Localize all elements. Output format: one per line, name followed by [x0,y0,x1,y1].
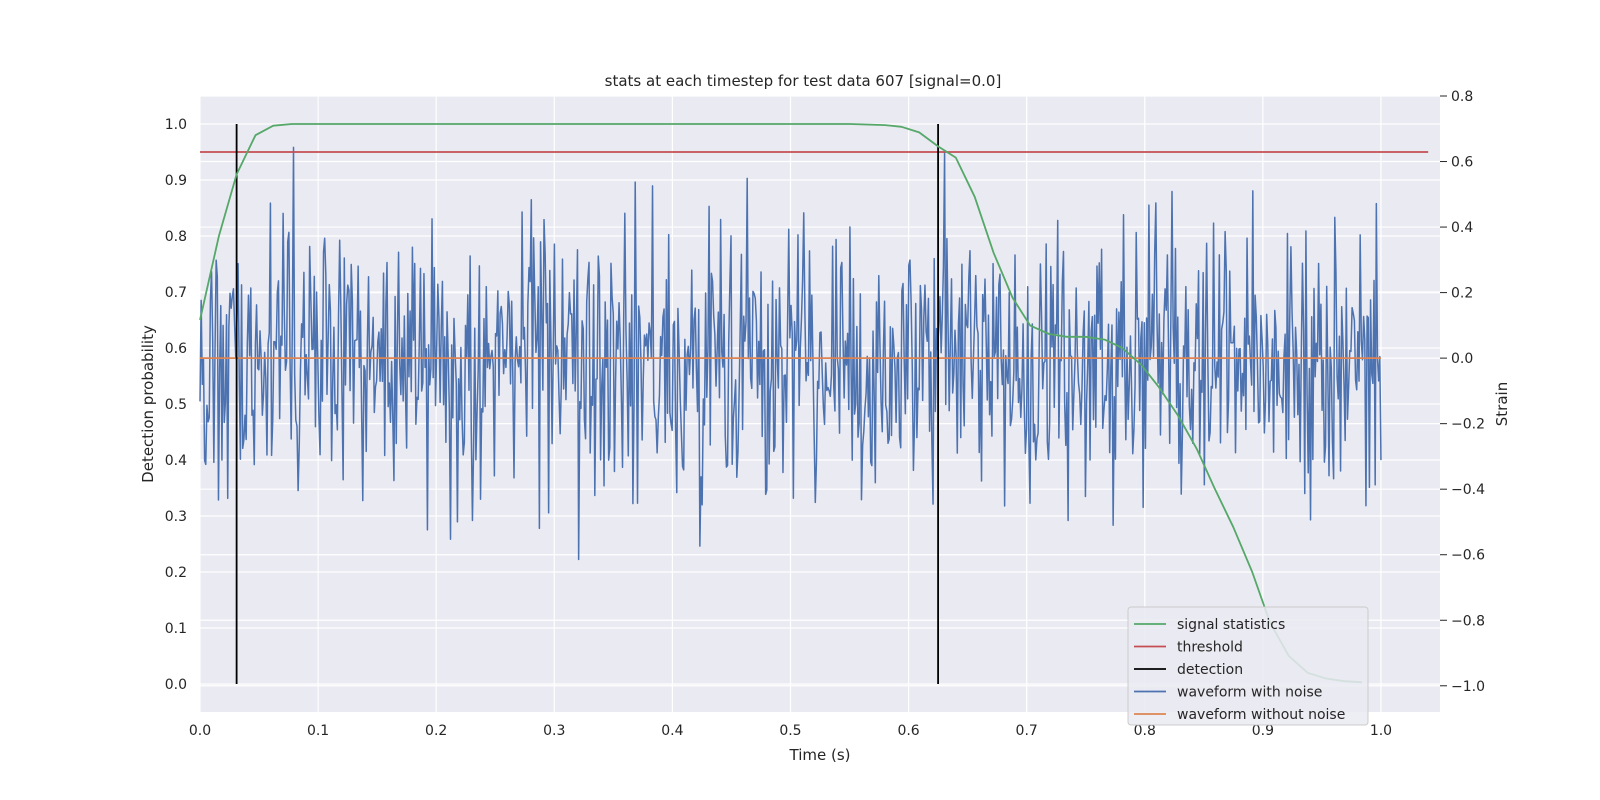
y-right-tick-label: 0.6 [1451,155,1473,171]
series-layer [199,123,1429,684]
y-right-tick-label: −0.4 [1451,482,1485,498]
x-tick-label: 0.0 [189,723,211,739]
x-tick-label: 0.4 [661,723,683,739]
legend-label: waveform without noise [1177,707,1345,723]
chart-title: stats at each timestep for test data 607… [605,72,1002,90]
legend-label: threshold [1177,640,1243,656]
series-signal-statistics [199,123,1363,684]
y-left-tick-label: 0.8 [165,229,187,245]
legend-label: waveform with noise [1177,685,1322,701]
y-ticks-left: 0.0 0.1 0.2 0.3 0.4 0.5 0.6 0.7 0.8 0.9 1.0 [165,117,187,693]
y-right-tick-label: 0.4 [1451,220,1473,236]
x-tick-label: 0.2 [425,723,447,739]
y-left-tick-label: 1.0 [165,117,187,133]
x-tick-label: 0.3 [543,723,565,739]
x-tick-label: 0.1 [307,723,329,739]
x-tick-label: 0.7 [1016,723,1038,739]
y-axis-right-label: Strain [1493,382,1511,426]
y-left-tick-label: 0.4 [165,453,187,469]
y-right-tick-label: 0.2 [1451,286,1473,302]
y-left-tick-label: 0.9 [165,173,187,189]
x-tick-label: 0.6 [897,723,919,739]
y-left-tick-label: 0.2 [165,565,187,581]
y-left-tick-label: 0.1 [165,621,187,637]
y-axis-left-label: Detection probability [139,325,157,483]
legend-label: signal statistics [1177,617,1285,633]
y-left-tick-label: 0.5 [165,397,187,413]
y-left-tick-label: 0.7 [165,285,187,301]
y-right-tick-label: −0.8 [1451,613,1485,629]
legend-box [1127,606,1369,726]
y-left-tick-label: 0.0 [165,677,187,693]
y-left-tick-label: 0.6 [165,341,187,357]
y-right-tick-label: −0.6 [1451,548,1485,564]
y-left-tick-label: 0.3 [165,509,187,525]
x-tick-label: 0.8 [1134,723,1156,739]
x-axis-label: Time (s) [789,746,851,764]
x-ticks: 0.0 0.1 0.2 0.3 0.4 0.5 0.6 0.7 0.8 0.9 1.0 [189,723,1392,739]
legend: signal statistics threshold detection wavef… [1127,606,1369,726]
y-right-tick-label: −0.2 [1451,417,1485,433]
x-tick-label: 0.5 [779,723,801,739]
y-ticks-right: −1.0 −0.8 −0.6 −0.4 −0.2 0.0 0.2 0.4 0.6 0.8 [1440,89,1485,695]
series-waveform-with-noise [199,146,1382,561]
x-tick-label: 1.0 [1370,723,1392,739]
y-right-tick-label: 0.0 [1451,351,1473,367]
legend-label: detection [1177,662,1243,678]
x-tick-label: 0.9 [1252,723,1274,739]
y-right-tick-label: −1.0 [1451,679,1485,695]
y-right-tick-label: 0.8 [1451,89,1473,105]
